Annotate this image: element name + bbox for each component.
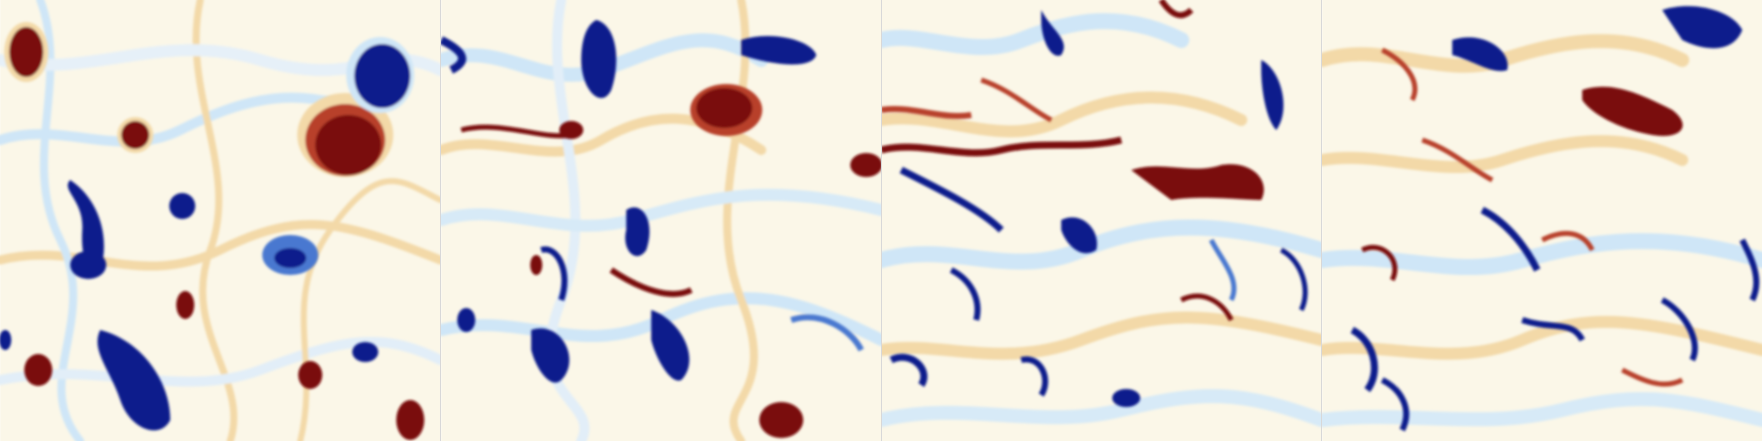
panel-divider — [440, 0, 441, 441]
panel-1-image — [0, 0, 441, 441]
panel-1 — [0, 0, 441, 441]
panel-3 — [881, 0, 1322, 441]
panel-4 — [1321, 0, 1762, 441]
panel-3-image — [881, 0, 1322, 441]
panel-4-image — [1321, 0, 1762, 441]
panel-divider — [881, 0, 882, 441]
panel-2 — [440, 0, 881, 441]
panel-divider — [1321, 0, 1322, 441]
panel-2-image — [440, 0, 881, 441]
